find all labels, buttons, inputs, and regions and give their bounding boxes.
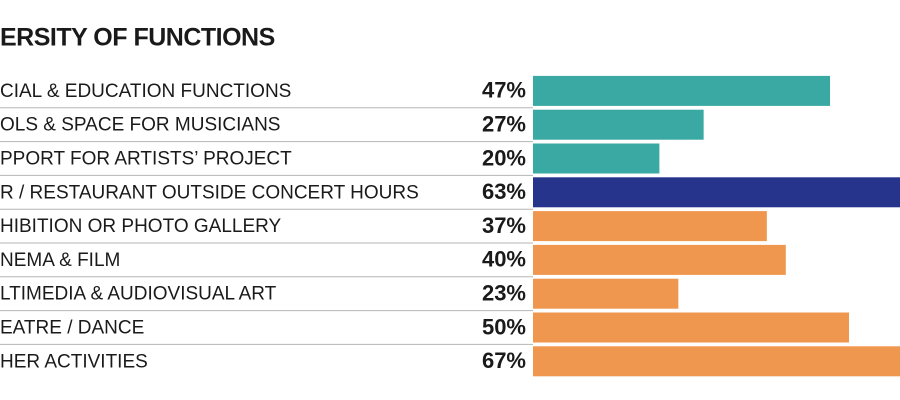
bar: [533, 177, 900, 208]
bar: [533, 75, 831, 106]
category-label: HER ACTIVITIES: [0, 351, 148, 372]
category-label: CIAL & EDUCATION FUNCTIONS: [0, 81, 291, 102]
value-label: 37%: [482, 213, 526, 238]
value-label: 50%: [482, 314, 526, 339]
bar: [533, 278, 679, 309]
bar: [533, 244, 786, 275]
bar: [533, 143, 660, 174]
bar: [533, 109, 704, 140]
category-label: PPORT FOR ARTISTS’ PROJECT: [0, 149, 292, 170]
category-label: LTIMEDIA & AUDIOVISUAL ART: [0, 284, 277, 305]
chart-title: ERSITY OF FUNCTIONS: [0, 24, 275, 52]
value-label: 63%: [482, 179, 526, 204]
category-label: OLS & SPACE FOR MUSICIANS: [0, 115, 280, 136]
category-label: EATRE / DANCE: [0, 318, 144, 339]
value-label: 47%: [482, 78, 526, 103]
value-label: 23%: [482, 281, 526, 306]
bar: [533, 211, 767, 242]
value-label: 40%: [482, 247, 526, 272]
value-label: 27%: [482, 112, 526, 137]
category-label: HIBITION OR PHOTO GALLERY: [0, 216, 282, 237]
category-label: R / RESTAURANT OUTSIDE CONCERT HOURS: [0, 182, 419, 203]
value-label: 67%: [482, 348, 526, 373]
bar: [533, 312, 849, 343]
bar: [533, 346, 900, 377]
category-label: NEMA & FILM: [0, 250, 120, 271]
value-label: 20%: [482, 145, 526, 170]
